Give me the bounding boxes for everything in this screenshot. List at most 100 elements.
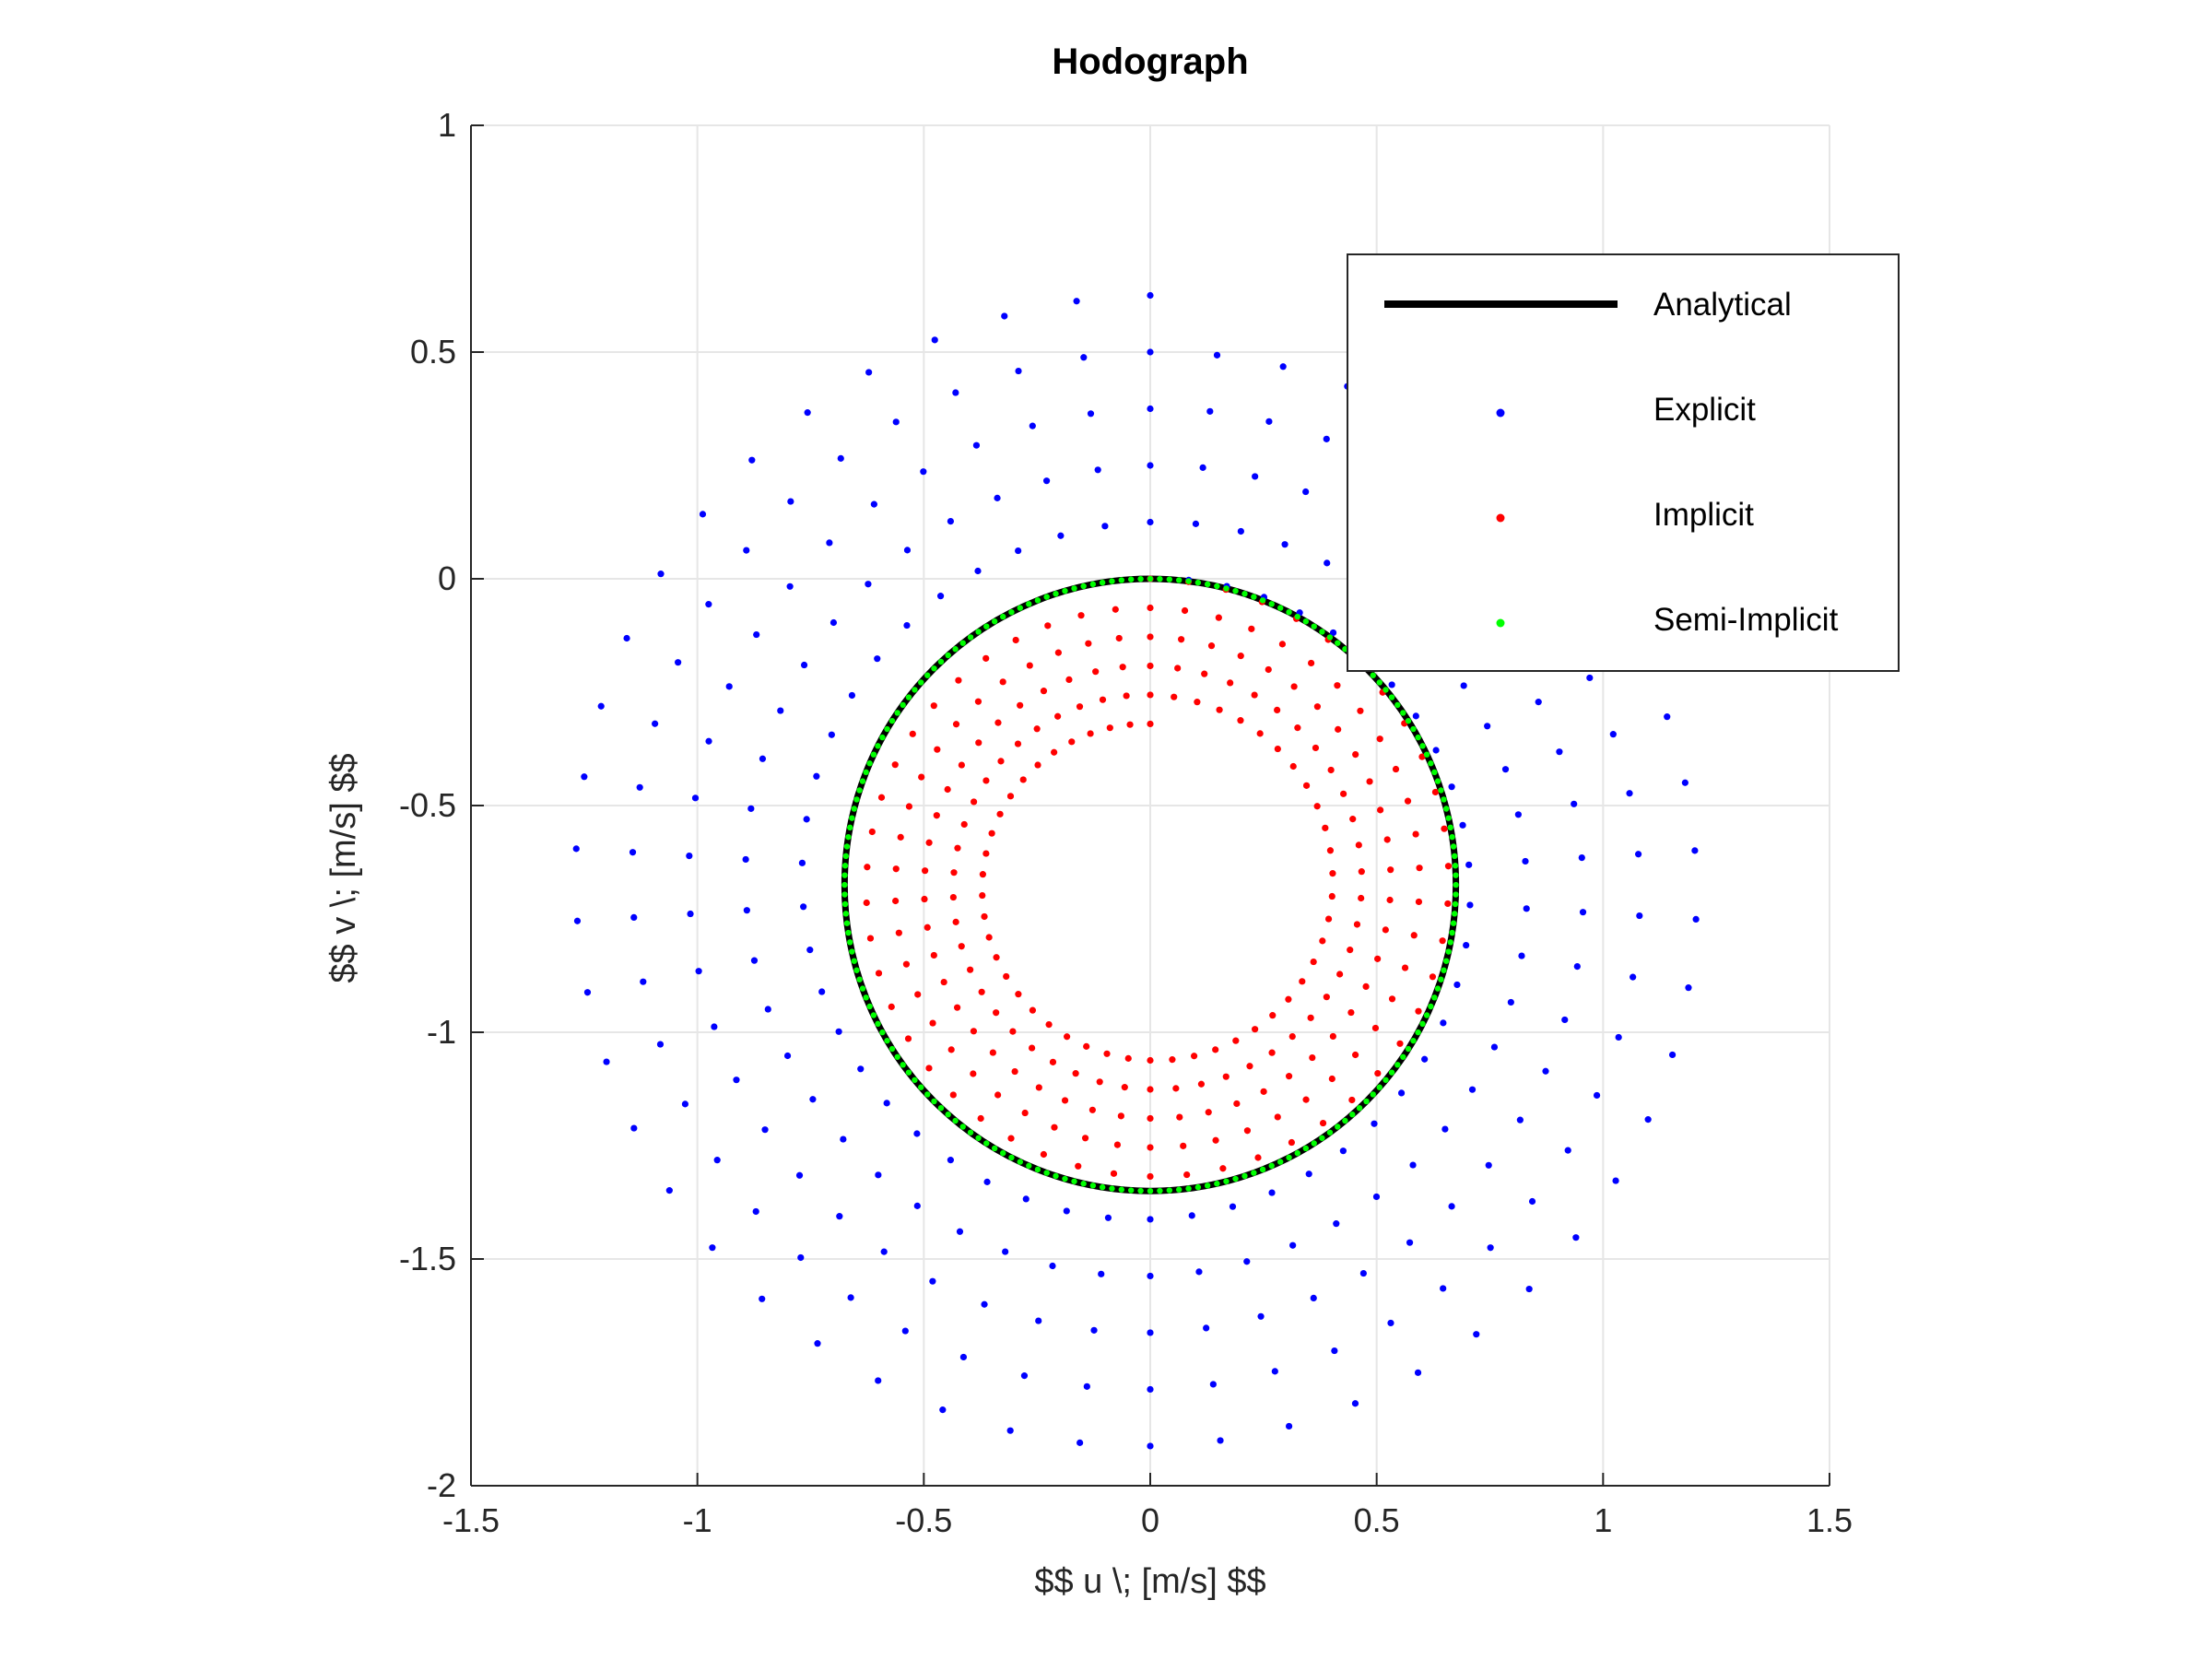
explicit-point [947,1157,955,1164]
explicit-point [1468,1086,1477,1093]
implicit-point [1374,1069,1382,1077]
explicit-point [798,859,806,866]
implicit-point [1034,761,1041,769]
explicit-point [814,1340,821,1347]
implicit-point [1323,994,1330,1001]
semi-implicit-point [1286,608,1292,616]
semi-implicit-point [879,734,886,741]
semi-implicit-point [845,929,852,936]
implicit-point [1064,1033,1071,1041]
implicit-point [924,924,931,931]
semi-implicit-point [1382,1077,1389,1083]
implicit-point [982,777,990,784]
implicit-point [1251,691,1258,699]
implicit-point [1051,748,1058,756]
implicit-point [1147,1172,1154,1181]
semi-implicit-point [1370,672,1376,678]
implicit-point [958,761,965,769]
semi-implicit-point [1026,1162,1032,1170]
semi-implicit-point [1450,843,1457,850]
implicit-point [1019,776,1027,783]
implicit-point [897,833,904,841]
semi-implicit-point [1127,1187,1135,1194]
semi-implicit-series [841,575,1459,1194]
implicit-point [960,820,968,829]
semi-implicit-point [1194,1183,1202,1191]
semi-implicit-point [937,1104,945,1112]
implicit-point [925,839,933,846]
implicit-point [1017,701,1024,709]
explicit-point [1523,905,1530,912]
explicit-point [573,917,582,924]
implicit-point [1205,1109,1212,1116]
explicit-point [1414,1369,1422,1376]
implicit-point [1040,1150,1047,1159]
implicit-point [930,951,937,959]
semi-implicit-point [1434,985,1441,992]
explicit-point [1006,1427,1014,1434]
implicit-point [1352,750,1359,759]
implicit-point [1254,1154,1262,1161]
explicit-point [1265,418,1273,425]
semi-implicit-point [1410,1037,1417,1044]
explicit-point [883,1100,890,1107]
semi-implicit-point [856,787,863,794]
semi-implicit-point [1185,1185,1192,1192]
semi-implicit-point [1157,1187,1163,1194]
semi-implicit-point [1342,1117,1348,1124]
legend-label: Implicit [1653,497,1754,533]
implicit-point [925,1065,933,1072]
explicit-point [1199,464,1206,471]
implicit-point [1115,634,1123,642]
implicit-point [1054,712,1062,720]
axes: -1.5 -1 -0.5 0 0.5 1 1.510.50-0.5-1-1.5-2 [399,106,1853,1539]
explicit-point [797,1253,805,1262]
implicit-point [921,895,928,903]
explicit-point [1305,1171,1312,1178]
implicit-point [1328,892,1335,900]
explicit-point [826,539,833,547]
semi-implicit-point [1447,939,1453,946]
semi-implicit-point [888,1045,896,1053]
implicit-point [944,785,951,794]
explicit-point [1564,1147,1571,1154]
semi-implicit-point [1447,824,1453,831]
implicit-point [1265,665,1272,674]
semi-implicit-point [1176,1186,1182,1193]
implicit-point [1294,724,1301,732]
semi-implicit-point [1434,778,1441,784]
explicit-point [725,683,733,690]
implicit-point [1172,1085,1180,1092]
explicit-point [865,581,872,588]
implicit-point [1274,1113,1281,1121]
semi-implicit-point [875,1020,881,1028]
implicit-point [1006,793,1015,800]
implicit-point [1285,995,1292,1003]
semi-implicit-point [1089,1182,1097,1189]
explicit-point [1104,1214,1112,1221]
semi-implicit-point [1449,833,1455,841]
semi-implicit-point [863,994,869,1001]
semi-implicit-point [1053,1172,1059,1180]
semi-implicit-point [1356,1104,1363,1112]
semi-implicit-point [851,806,857,812]
implicit-point [1044,622,1052,629]
semi-implicit-point [1268,1162,1275,1170]
explicit-point [629,849,637,856]
semi-implicit-point [1071,1178,1077,1184]
implicit-point [1396,1040,1404,1047]
implicit-point [1124,1054,1132,1062]
implicit-point [1099,696,1107,703]
explicit-point [1630,973,1637,981]
implicit-point [1068,738,1076,746]
implicit-point [1061,1097,1069,1104]
explicit-point [800,903,807,911]
explicit-point [1448,783,1455,791]
implicit-point [1260,1088,1267,1095]
implicit-point [1087,730,1094,737]
explicit-point [1077,1439,1084,1446]
explicit-point [1331,1347,1338,1355]
semi-implicit-point [1166,576,1173,582]
semi-implicit-point [1259,1166,1266,1173]
